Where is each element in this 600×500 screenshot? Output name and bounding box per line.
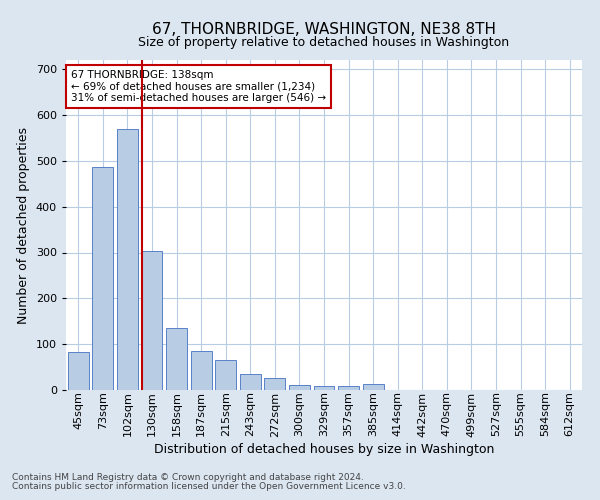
Bar (240, 374, 261, 390)
Text: 67, THORNBRIDGE, WASHINGTON, NE38 8TH: 67, THORNBRIDGE, WASHINGTON, NE38 8TH (152, 22, 496, 38)
Bar (265, 378, 286, 390)
Text: 67 THORNBRIDGE: 138sqm
← 69% of detached houses are smaller (1,234)
31% of semi-: 67 THORNBRIDGE: 138sqm ← 69% of detached… (71, 70, 326, 103)
Bar (68, 352, 89, 390)
Text: Contains HM Land Registry data © Crown copyright and database right 2024.: Contains HM Land Registry data © Crown c… (12, 474, 364, 482)
Bar (215, 360, 236, 390)
Bar (142, 251, 163, 390)
Text: Contains public sector information licensed under the Open Government Licence v3: Contains public sector information licen… (12, 482, 406, 491)
Bar (314, 386, 334, 390)
Bar (362, 384, 383, 390)
X-axis label: Distribution of detached houses by size in Washington: Distribution of detached houses by size … (154, 444, 494, 456)
Bar (191, 351, 212, 390)
Bar (338, 386, 359, 390)
Bar (92, 167, 113, 390)
Bar (289, 386, 310, 390)
Bar (117, 129, 138, 390)
Bar (166, 328, 187, 390)
Y-axis label: Number of detached properties: Number of detached properties (17, 126, 30, 324)
Text: Size of property relative to detached houses in Washington: Size of property relative to detached ho… (139, 36, 509, 49)
